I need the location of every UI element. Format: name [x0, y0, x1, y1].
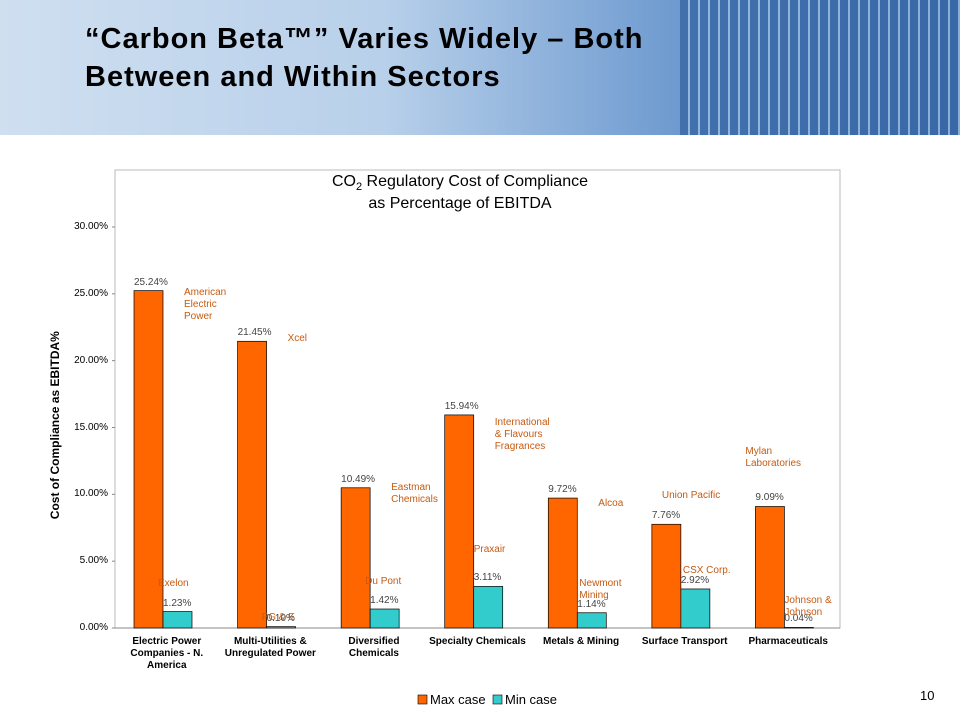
title-part: CO	[331, 173, 356, 190]
company-label: Alcoa	[598, 498, 624, 510]
bar	[576, 612, 607, 629]
data-label: 9.09%	[755, 492, 784, 504]
bar	[266, 626, 296, 629]
plot-border	[114, 169, 841, 629]
x-tick-label: Specialty Chemicals	[429, 636, 526, 647]
building-image	[680, 0, 960, 135]
legend-label: Min case	[505, 692, 558, 707]
x-tick-label: Pharmaceuticals	[748, 636, 828, 647]
company-label: Union Pacific	[661, 490, 721, 502]
company-label: Du Pont	[365, 576, 402, 588]
company-label: CSX Corp.	[682, 564, 731, 576]
data-label: 10.49%	[341, 473, 376, 485]
data-label: 2.92%	[680, 574, 710, 586]
company-label: American Electric Power	[184, 286, 227, 322]
title-subscript: 2	[355, 181, 363, 194]
x-tick-label: Metals & Mining	[543, 636, 620, 647]
heading: “Carbon Beta™” Varies Widely – Both	[85, 23, 644, 55]
title-part: Regulatory Cost of Compliance	[362, 173, 588, 190]
data-label: 3.11%	[473, 572, 502, 584]
company-label: Exelon	[158, 577, 189, 589]
bar	[784, 627, 814, 629]
y-tick-label: 15.00%	[74, 421, 108, 433]
data-label: 21.45%	[237, 327, 272, 339]
bar	[755, 506, 785, 629]
y-tick-label: 25.00%	[74, 287, 108, 299]
x-tick-label: Diversified Chemicals	[348, 636, 400, 659]
bar	[340, 487, 371, 629]
y-tick-label: 20.00%	[74, 354, 108, 366]
bar	[133, 290, 164, 629]
y-tick-label: 10.00%	[74, 488, 108, 500]
data-label: 7.76%	[651, 510, 681, 522]
data-label: 0.04%	[784, 613, 813, 625]
heading: Between and Within Sectors	[85, 61, 501, 93]
company-label: Newmont Mining	[579, 577, 622, 601]
data-label: 25.24%	[134, 276, 168, 288]
data-label: 15.94%	[444, 400, 479, 412]
bar	[680, 588, 711, 629]
bar	[444, 414, 475, 629]
bar	[162, 611, 193, 629]
bar	[473, 586, 504, 629]
x-tick-label: Electric Power Companies - N. America	[130, 636, 204, 671]
data-label: 1.23%	[163, 597, 192, 609]
company-label: PG & E	[261, 611, 295, 623]
y-tick-label: 5.00%	[79, 555, 108, 567]
legend-label: Max case	[430, 692, 486, 707]
legend-swatch	[492, 694, 503, 705]
x-tick-label: Surface Transport	[641, 636, 728, 647]
data-label: 1.14%	[577, 598, 606, 610]
company-label: Mylan Laboratories	[745, 446, 802, 470]
company-label: Johnson & Johnson	[784, 595, 832, 619]
y-tick-label: 30.00%	[74, 221, 108, 232]
data-label: 0.10%	[266, 612, 295, 624]
company-label: Eastman Chemicals	[391, 481, 438, 505]
y-tick-label: 0.00%	[79, 622, 108, 633]
title-part: as Percentage of EBITDA	[368, 195, 552, 213]
page-number: 10	[920, 688, 935, 703]
legend-swatch	[417, 694, 428, 705]
bar	[651, 523, 682, 629]
chart-title: CO2 Regulatory Cost of Compliance as Perc…	[300, 172, 620, 214]
company-label: International & Flavours Fragrances	[494, 416, 550, 452]
company-label: Praxair	[473, 544, 506, 556]
data-label: 9.72%	[548, 484, 577, 496]
data-label: 1.42%	[370, 595, 399, 607]
bar	[237, 340, 267, 629]
bar	[369, 608, 400, 629]
x-tick-label: Multi-Utilities & Unregulated Power	[224, 636, 316, 659]
bar	[547, 497, 578, 629]
company-label: Xcel	[287, 333, 308, 345]
